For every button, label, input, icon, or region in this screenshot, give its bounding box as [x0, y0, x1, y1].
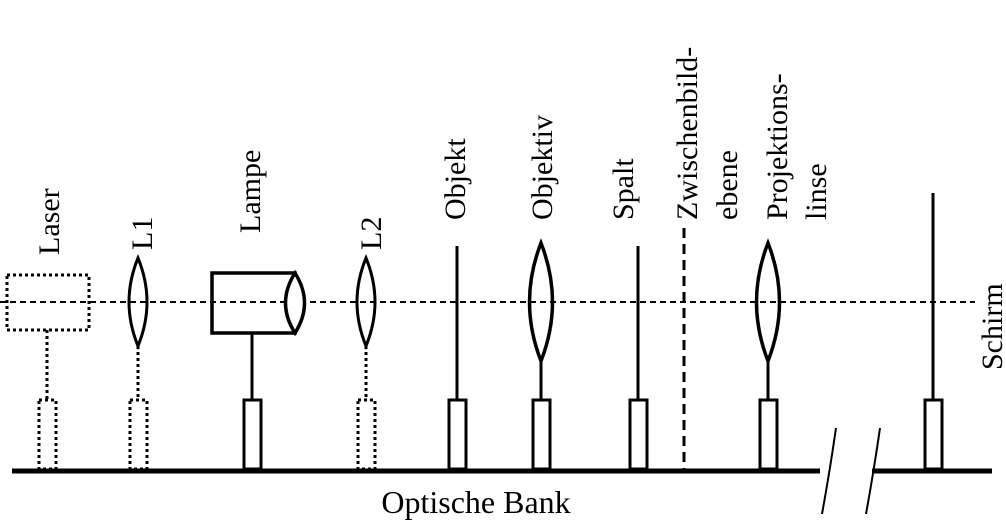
- projection-lens: [754, 238, 782, 471]
- label-schirm: Schirm: [976, 283, 1006, 370]
- projection-lens-shape: [754, 238, 782, 366]
- laser-base: [37, 398, 58, 471]
- slit-base: [628, 398, 649, 471]
- slit-component: [628, 246, 649, 471]
- label-zwischenbild: Zwischenbild-: [671, 47, 704, 220]
- lens-l2-base: [356, 398, 377, 471]
- screen-base: [923, 398, 944, 471]
- label-objekt: Objekt: [439, 138, 472, 220]
- lamp-condenser: [283, 269, 307, 337]
- lamp-component: [210, 269, 307, 471]
- label-l1: L1: [126, 217, 159, 250]
- lens-l1-base: [128, 398, 149, 471]
- label-ebene: ebene: [711, 150, 744, 220]
- label-lampe: Lampe: [234, 150, 267, 233]
- screen-component: [923, 193, 944, 471]
- label-optische-bank: Optische Bank: [381, 484, 570, 520]
- bench-break-mark-left: [821, 427, 837, 515]
- label-laser: Laser: [33, 188, 66, 255]
- lens-l2: [355, 254, 377, 471]
- lamp-base: [242, 398, 263, 471]
- label-projektions: Projektions-: [761, 73, 794, 220]
- lens-l1: [127, 254, 149, 471]
- object-base: [447, 398, 468, 471]
- bench-break-mark-right: [865, 427, 881, 515]
- objective-lens: [527, 238, 555, 471]
- label-spalt: Spalt: [607, 158, 640, 220]
- label-objektiv: Objektiv: [526, 115, 559, 220]
- projection-lens-base: [758, 398, 779, 471]
- label-l2: L2: [355, 217, 388, 250]
- object-component: [447, 246, 468, 471]
- label-linse: linse: [800, 163, 833, 220]
- laser-box: [5, 273, 91, 332]
- laser-component: [5, 273, 91, 471]
- objective-base: [531, 398, 552, 471]
